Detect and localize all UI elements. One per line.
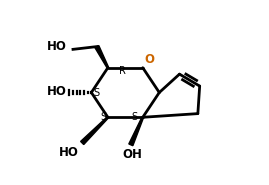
Text: R: R bbox=[119, 66, 126, 76]
Polygon shape bbox=[95, 46, 109, 68]
Text: O: O bbox=[145, 53, 155, 66]
Text: S: S bbox=[93, 88, 99, 98]
Polygon shape bbox=[81, 117, 108, 144]
Text: HO: HO bbox=[47, 85, 67, 98]
Text: S: S bbox=[101, 112, 107, 122]
Text: HO: HO bbox=[47, 41, 67, 53]
Text: OH: OH bbox=[123, 147, 143, 161]
Text: HO: HO bbox=[59, 146, 79, 159]
Text: S: S bbox=[132, 112, 138, 122]
Polygon shape bbox=[129, 117, 144, 146]
